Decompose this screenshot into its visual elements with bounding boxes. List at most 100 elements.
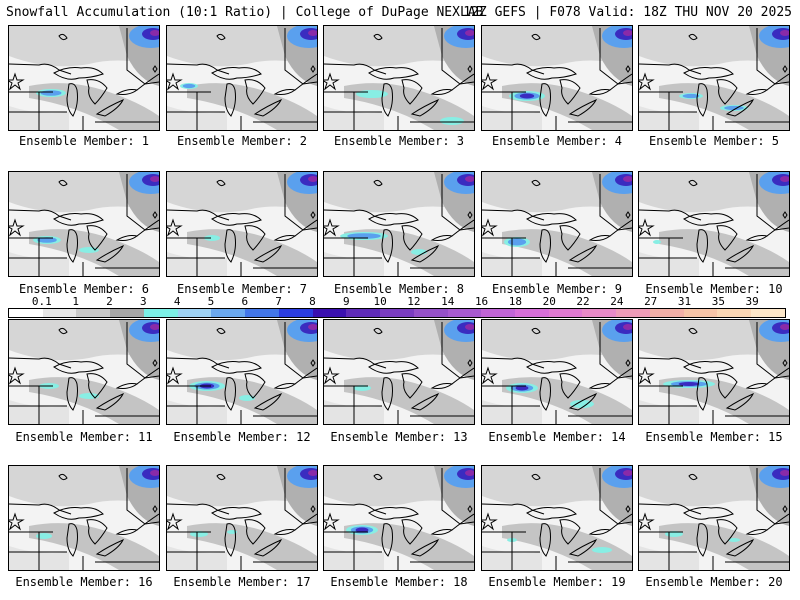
lake-huron [716, 373, 738, 399]
star-icon [639, 512, 655, 531]
snow-band [227, 530, 237, 534]
colorbar-tick-label: 12 [407, 295, 421, 308]
colorbar-tick-label: 24 [610, 295, 624, 308]
lake-superior [211, 67, 262, 80]
light-snow-area [324, 172, 474, 213]
lake-michigan [539, 523, 551, 557]
lake-superior [368, 361, 419, 374]
light-snow-area [167, 466, 317, 507]
james-bay [58, 473, 68, 481]
diamond-icon [152, 211, 158, 219]
colorbar-segment [76, 309, 111, 317]
light-snow-area [9, 172, 159, 213]
star-icon [324, 366, 340, 385]
lake-michigan [539, 229, 551, 263]
colorbar-tick-label: 14 [441, 295, 455, 308]
lake-superior [211, 213, 262, 226]
lake-superior [368, 67, 419, 80]
ensemble-member-label: Ensemble Member: 13 [330, 430, 468, 444]
lake-michigan [224, 523, 236, 557]
james-bay [58, 327, 68, 335]
ensemble-map-2 [166, 25, 318, 131]
james-bay [373, 179, 383, 187]
colorbar-tick-label: 8 [309, 295, 316, 308]
lake-michigan [224, 377, 236, 411]
lake-superior [211, 507, 262, 520]
lake-superior [526, 67, 577, 80]
james-bay [58, 179, 68, 187]
colorbar-segment [211, 309, 246, 317]
lake-superior [368, 213, 419, 226]
lake-michigan [66, 83, 78, 117]
diamond-icon [310, 65, 316, 73]
lake-erie [253, 539, 283, 557]
lake-superior [683, 67, 734, 80]
colorbar-segment [177, 309, 212, 317]
colorbar-tick-label: 7 [275, 295, 282, 308]
light-snow-area [9, 26, 159, 67]
lake-erie [253, 99, 283, 117]
lake-michigan [696, 523, 708, 557]
lake-michigan [696, 229, 708, 263]
star-icon [482, 512, 498, 531]
lake-huron [401, 79, 423, 105]
star-icon [9, 366, 25, 385]
diamond-icon [782, 505, 788, 513]
lake-superior [53, 67, 104, 80]
snow-swath [187, 229, 317, 276]
ensemble-map-19 [481, 465, 633, 571]
ensemble-member-label: Ensemble Member: 17 [173, 575, 311, 589]
lake-superior [526, 213, 577, 226]
snow-swath [344, 229, 474, 276]
lake-erie [410, 99, 440, 117]
snow-swath [344, 377, 474, 424]
ensemble-member-label: Ensemble Member: 4 [491, 134, 623, 148]
lake-erie [568, 245, 598, 263]
james-bay [688, 33, 698, 41]
colorbar-tick-label: 4 [173, 295, 181, 308]
lake-superior [526, 361, 577, 374]
star-icon [9, 218, 25, 237]
lake-erie [95, 539, 125, 557]
lake-erie [410, 393, 440, 411]
colorbar-segment [312, 309, 347, 317]
diamond-icon [467, 505, 473, 513]
star-icon [167, 72, 183, 91]
star-icon [167, 512, 183, 531]
lake-erie [725, 539, 755, 557]
lake-huron [559, 519, 581, 545]
james-bay [688, 179, 698, 187]
lake-superior [683, 213, 734, 226]
james-bay [373, 33, 383, 41]
colorbar-tick-label: 9 [342, 295, 350, 308]
lake-erie [253, 393, 283, 411]
diamond-icon [467, 65, 473, 73]
lake-superior [526, 507, 577, 520]
model-run-info: 12Z GEFS | F078 Valid: 18Z THU NOV 20 20… [463, 5, 792, 20]
colorbar-tick-label: 27 [644, 295, 658, 308]
ensemble-map-6 [8, 171, 160, 277]
ensemble-member-label: Ensemble Member: 14 [488, 430, 626, 444]
colorbar-tick-label: 6 [241, 295, 249, 308]
lake-huron [244, 519, 266, 545]
diamond-icon [152, 505, 158, 513]
light-snow-area [9, 320, 159, 361]
colorbar-segment [278, 309, 313, 317]
lake-superior [683, 361, 734, 374]
ensemble-member-label: Ensemble Member: 10 [645, 282, 783, 296]
colorbar-tick-label: 22 [576, 295, 590, 308]
snow-band [728, 538, 740, 542]
lake-michigan [696, 377, 708, 411]
lake-erie [95, 99, 125, 117]
colorbar-segment [346, 309, 381, 317]
lake-huron [716, 519, 738, 545]
lake-superior [211, 361, 262, 374]
snow-band [36, 533, 52, 539]
colorbar-tick-label: 31 [677, 295, 692, 308]
colorbar-tick-label: 10 [373, 295, 387, 308]
james-bay [688, 327, 698, 335]
star-icon [9, 512, 25, 531]
ensemble-map-10 [638, 171, 790, 277]
lake-michigan [381, 83, 393, 117]
diamond-icon [782, 211, 788, 219]
